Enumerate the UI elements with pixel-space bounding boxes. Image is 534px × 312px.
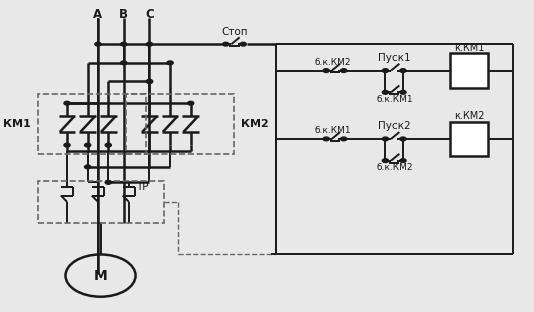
Circle shape [341, 137, 347, 141]
Circle shape [187, 101, 194, 105]
Circle shape [121, 42, 127, 46]
Circle shape [382, 137, 389, 141]
Circle shape [323, 69, 329, 72]
Bar [38, 94, 146, 154]
Circle shape [240, 42, 246, 46]
Text: A: A [93, 8, 103, 21]
Bar [127, 94, 234, 154]
Text: М: М [93, 269, 107, 283]
Text: б.к.КМ1: б.к.КМ1 [377, 95, 413, 104]
Circle shape [382, 90, 389, 94]
Bar [38, 181, 164, 223]
Circle shape [400, 69, 406, 72]
Text: Пуск2: Пуск2 [378, 121, 411, 131]
Text: Стоп: Стоп [221, 27, 248, 37]
Circle shape [105, 143, 112, 147]
Circle shape [64, 143, 70, 147]
Circle shape [146, 80, 153, 83]
Text: B: B [119, 8, 128, 21]
Circle shape [223, 42, 229, 46]
Circle shape [400, 90, 406, 94]
Bar [450, 53, 488, 88]
Circle shape [146, 42, 153, 46]
Circle shape [95, 42, 101, 46]
Text: КМ1: КМ1 [3, 119, 31, 129]
Circle shape [382, 159, 389, 163]
Circle shape [146, 80, 153, 83]
Text: КМ2: КМ2 [241, 119, 269, 129]
Text: б.к.КМ2: б.к.КМ2 [377, 163, 413, 172]
Bar [450, 122, 488, 156]
Text: Пуск1: Пуск1 [378, 52, 411, 62]
Circle shape [167, 61, 173, 65]
Circle shape [84, 165, 91, 169]
Circle shape [323, 137, 329, 141]
Circle shape [400, 159, 406, 163]
Circle shape [64, 101, 70, 105]
Text: б.к.КМ1: б.к.КМ1 [314, 126, 351, 135]
Circle shape [400, 137, 406, 141]
Circle shape [105, 181, 112, 184]
Text: C: C [145, 8, 154, 21]
Text: к.КМ2: к.КМ2 [454, 111, 484, 121]
Text: б.к.КМ2: б.к.КМ2 [314, 58, 351, 67]
Circle shape [382, 69, 389, 72]
Text: к.КМ1: к.КМ1 [454, 43, 484, 53]
Circle shape [121, 61, 127, 65]
Circle shape [84, 143, 91, 147]
Circle shape [341, 69, 347, 72]
Text: ТР: ТР [136, 183, 148, 193]
